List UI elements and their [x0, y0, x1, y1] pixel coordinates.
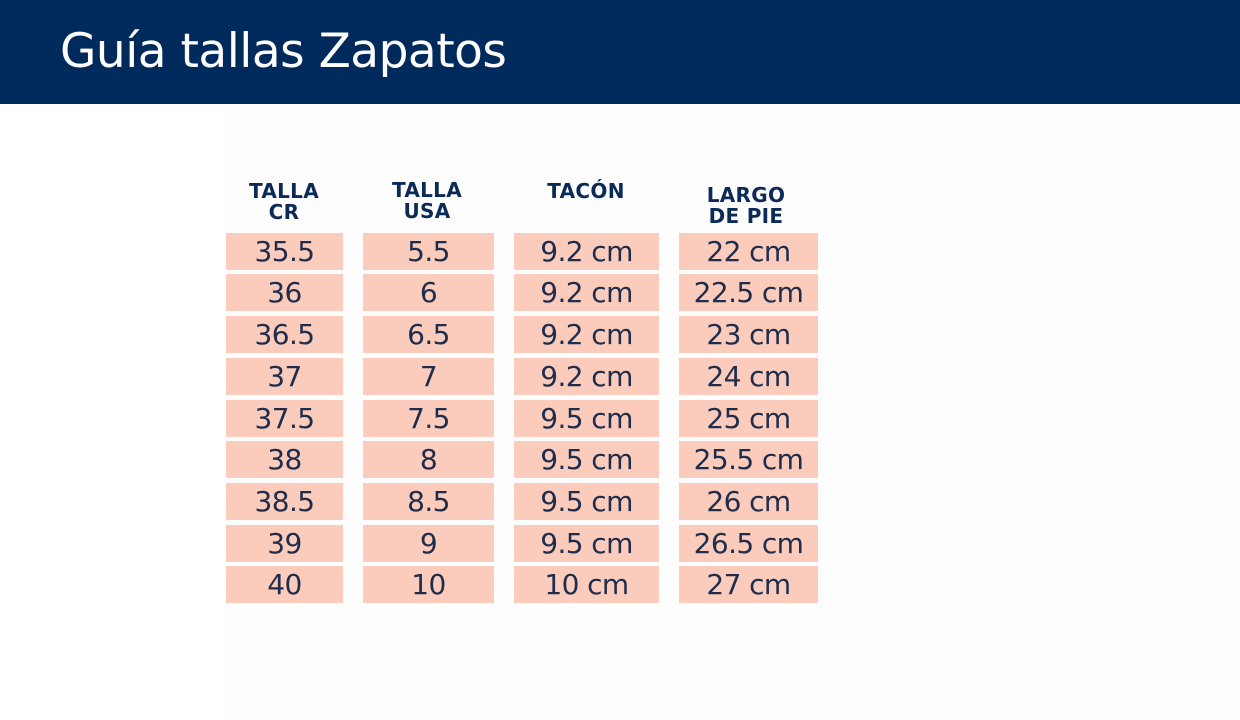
table-cell-tacon: 9.2 cm	[514, 233, 659, 270]
table-cell-talla-cr: 37.5	[226, 400, 343, 437]
column-header-line: DE PIE	[708, 204, 784, 228]
column-header-line: TALLA	[391, 178, 463, 202]
page-title: Guía tallas Zapatos	[60, 24, 507, 79]
table-cell-tacon: 10 cm	[514, 566, 659, 603]
table-cell-talla-cr: 37	[226, 358, 343, 395]
table-cell-largo-de-pie: 25.5 cm	[679, 441, 818, 478]
table-cell-largo-de-pie: 27 cm	[679, 566, 818, 603]
column-header-line: TACÓN	[547, 179, 625, 203]
table-cell-tacon: 9.2 cm	[514, 316, 659, 353]
table-cell-largo-de-pie: 26 cm	[679, 483, 818, 520]
column-header-tacon: TACÓN	[514, 181, 658, 202]
column-header-line: USA	[403, 199, 451, 223]
table-cell-talla-cr: 36.5	[226, 316, 343, 353]
table-cell-talla-cr: 36	[226, 274, 343, 311]
table-cell-tacon: 9.5 cm	[514, 400, 659, 437]
table-cell-talla-usa: 8	[363, 441, 494, 478]
column-header-line: LARGO	[706, 183, 786, 207]
table-cell-talla-usa: 9	[363, 525, 494, 562]
header-banner: Guía tallas Zapatos	[0, 0, 1240, 104]
table-cell-largo-de-pie: 25 cm	[679, 400, 818, 437]
table-cell-talla-cr: 38.5	[226, 483, 343, 520]
table-cell-talla-usa: 7.5	[363, 400, 494, 437]
table-cell-largo-de-pie: 22 cm	[679, 233, 818, 270]
column-header-line: CR	[268, 200, 300, 224]
table-cell-largo-de-pie: 26.5 cm	[679, 525, 818, 562]
table-cell-talla-usa: 5.5	[363, 233, 494, 270]
column-header-talla-cr: TALLA CR	[226, 181, 342, 223]
table-cell-talla-cr: 39	[226, 525, 343, 562]
table-cell-talla-cr: 38	[226, 441, 343, 478]
table-cell-largo-de-pie: 22.5 cm	[679, 274, 818, 311]
table-cell-largo-de-pie: 24 cm	[679, 358, 818, 395]
table-cell-tacon: 9.5 cm	[514, 441, 659, 478]
table-cell-tacon: 9.2 cm	[514, 274, 659, 311]
table-cell-talla-cr: 40	[226, 566, 343, 603]
table-cell-talla-cr: 35.5	[226, 233, 343, 270]
table-cell-talla-usa: 7	[363, 358, 494, 395]
column-header-largo-de-pie: LARGO DE PIE	[676, 185, 816, 227]
table-cell-talla-usa: 6.5	[363, 316, 494, 353]
column-header-line: TALLA	[248, 179, 320, 203]
table-cell-talla-usa: 8.5	[363, 483, 494, 520]
table-cell-largo-de-pie: 23 cm	[679, 316, 818, 353]
column-header-talla-usa: TALLA USA	[362, 180, 492, 222]
table-cell-talla-usa: 10	[363, 566, 494, 603]
table-cell-talla-usa: 6	[363, 274, 494, 311]
table-cell-tacon: 9.5 cm	[514, 525, 659, 562]
table-cell-tacon: 9.2 cm	[514, 358, 659, 395]
table-cell-tacon: 9.5 cm	[514, 483, 659, 520]
